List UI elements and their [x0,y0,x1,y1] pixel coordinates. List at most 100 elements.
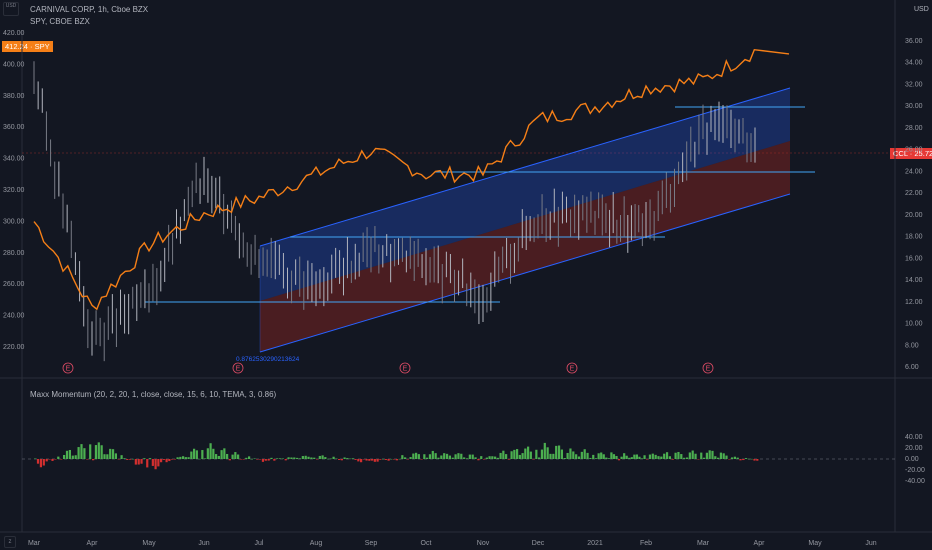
momentum-bar [663,453,666,459]
momentum-bar [404,457,407,459]
momentum-bar [195,450,198,459]
momentum-bar [668,456,671,459]
momentum-bar [440,455,443,459]
momentum-bar [532,459,535,460]
momentum-bar [524,448,527,459]
momentum-bar [463,457,466,459]
momentum-bar [97,442,100,459]
momentum-bar [742,459,745,461]
momentum-bar [510,451,513,459]
momentum-bar [471,454,474,459]
momentum-bar [607,458,610,459]
momentum-bar [615,456,618,459]
momentum-bar [253,458,256,459]
momentum-bar [610,452,613,459]
momentum-bar [201,450,204,459]
momentum-bar [231,454,234,459]
time-tick-label: Apr [754,540,766,547]
momentum-bar [640,458,644,459]
momentum-bar [71,455,74,459]
momentum-bar [351,458,354,459]
indicator-tick-label: 40.00 [905,434,923,441]
momentum-bar [68,449,71,459]
momentum-bar [217,455,220,459]
momentum-bar [527,446,530,459]
momentum-bar [612,454,616,459]
momentum-bar [65,450,69,459]
momentum-bar [298,458,302,459]
momentum-bar [460,453,463,459]
momentum-bar [143,458,146,459]
earnings-marker[interactable] [232,362,244,374]
spy-line [33,48,790,311]
momentum-bar [321,455,324,459]
usd-corner-icon[interactable]: USD [3,2,19,16]
channel-upper-line[interactable] [259,87,791,247]
momentum-bar [109,448,112,459]
momentum-bar [480,456,483,459]
right-axis-unit: USD [914,6,929,13]
earnings-marker-label: E [66,366,71,373]
momentum-bar [417,454,420,459]
earnings-marker[interactable] [702,362,714,374]
momentum-bar [437,457,440,459]
momentum-bar [245,457,248,459]
momentum-bar [563,457,566,459]
time-tick-label: Jun [865,540,876,547]
earnings-marker[interactable] [62,362,74,374]
momentum-bar [54,459,57,460]
momentum-bar [638,456,641,459]
momentum-bar [151,459,154,466]
momentum-bar [137,459,140,465]
momentum-bar [168,459,171,462]
momentum-bar [117,459,120,460]
momentum-bar [711,450,714,459]
momentum-bar [569,448,572,459]
momentum-bar [80,444,83,459]
momentum-bar [42,459,45,466]
momentum-bar [557,445,561,459]
momentum-bar [448,455,451,459]
momentum-bar [338,459,341,460]
momentum-bar [635,454,638,459]
momentum-bar [423,454,426,459]
right-tick-label: 36.00 [905,38,923,45]
momentum-bar [595,458,598,459]
momentum-bar [242,459,245,460]
earnings-marker[interactable] [399,362,411,374]
momentum-bar [703,457,706,459]
left-tick-label: 340.00 [3,156,25,163]
channel-lower-line[interactable] [259,193,791,353]
momentum-bar [745,458,748,459]
earnings-marker-label: E [570,366,575,373]
momentum-bar [457,453,460,459]
momentum-bar [290,457,293,459]
earnings-marker[interactable] [566,362,578,374]
momentum-bar [719,452,722,459]
momentum-bar [575,454,578,459]
momentum-bar [387,459,390,461]
time-tick-label: Apr [87,540,99,547]
momentum-bar [173,459,176,460]
chart-subtitle: SPY, CBOE BZX [30,17,90,26]
momentum-bar [488,456,491,459]
momentum-bar [36,459,40,464]
momentum-bar [395,459,398,461]
momentum-bar [293,457,296,459]
right-tick-label: 6.00 [905,364,919,371]
momentum-bar [176,457,179,459]
momentum-bar [633,454,636,459]
momentum-bar [540,449,544,459]
momentum-bar [600,452,603,459]
momentum-bar [373,459,376,462]
momentum-bar [74,455,77,459]
momentum-bar [753,459,756,461]
timezone-icon[interactable]: z [4,536,16,548]
momentum-bar [256,459,259,460]
momentum-bar [346,458,349,459]
momentum-bar [620,456,623,459]
momentum-bar [454,454,457,459]
momentum-bar [146,459,149,468]
right-tick-label: 34.00 [905,60,923,67]
